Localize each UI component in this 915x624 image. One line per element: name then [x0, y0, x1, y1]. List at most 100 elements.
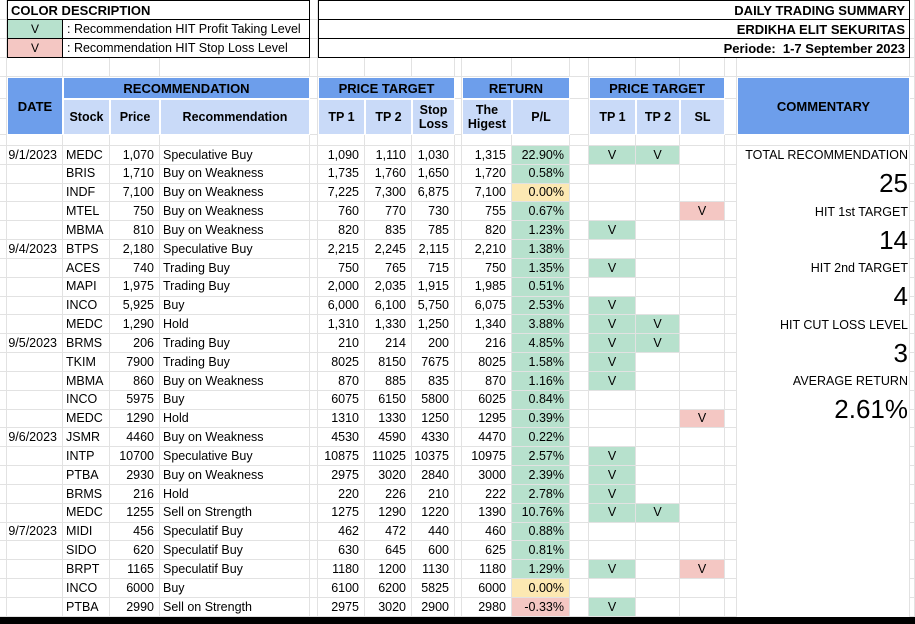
stock-cell[interactable]: MBMA: [63, 221, 110, 241]
hit-tp2-cell[interactable]: [636, 164, 680, 184]
hit-tp2-cell[interactable]: [636, 258, 680, 278]
highest-cell[interactable]: 755: [462, 202, 512, 222]
hit-sl-cell[interactable]: [680, 164, 725, 184]
date-cell[interactable]: [7, 258, 63, 278]
stock-cell[interactable]: MEDC: [63, 315, 110, 335]
hit-sl-cell[interactable]: V: [680, 409, 725, 429]
hit-sl-cell[interactable]: [680, 484, 725, 504]
header-the-higest[interactable]: The Higest: [462, 99, 512, 135]
highest-cell[interactable]: 10975: [462, 447, 512, 467]
highest-cell[interactable]: 222: [462, 484, 512, 504]
highest-cell[interactable]: 1,720: [462, 164, 512, 184]
hit-tp1-cell[interactable]: [589, 541, 636, 561]
pl-cell[interactable]: 22.90%: [512, 146, 570, 165]
hit-sl-cell[interactable]: V: [680, 560, 725, 580]
legend-stoploss-label[interactable]: : Recommendation HIT Stop Loss Level: [63, 39, 310, 58]
price-cell[interactable]: 1290: [110, 409, 160, 429]
header-hit-group[interactable]: PRICE TARGET: [589, 77, 725, 99]
stop-loss-cell[interactable]: 2900: [412, 597, 455, 617]
date-cell[interactable]: 9/1/2023: [7, 146, 63, 165]
stop-loss-cell[interactable]: 2840: [412, 466, 455, 485]
stop-loss-cell[interactable]: 5825: [412, 579, 455, 598]
hit-tp2-cell[interactable]: [636, 202, 680, 222]
stop-loss-cell[interactable]: 1130: [412, 560, 455, 580]
price-cell[interactable]: 620: [110, 541, 160, 561]
highest-cell[interactable]: 1,985: [462, 277, 512, 297]
recommendation-cell[interactable]: Trading Buy: [160, 258, 310, 278]
pl-cell[interactable]: 0.81%: [512, 541, 570, 561]
pl-cell[interactable]: 1.23%: [512, 221, 570, 241]
stock-cell[interactable]: MIDI: [63, 522, 110, 542]
summary-hit1-label[interactable]: HIT 1st TARGET: [814, 204, 908, 219]
recommendation-cell[interactable]: Trading Buy: [160, 277, 310, 297]
recommendation-cell[interactable]: Buy on Weakness: [160, 371, 310, 391]
hit-tp1-cell[interactable]: V: [589, 466, 636, 485]
stock-cell[interactable]: ACES: [63, 258, 110, 278]
header-stop-loss[interactable]: Stop Loss: [412, 99, 455, 135]
tp2-cell[interactable]: 2,245: [365, 240, 412, 259]
tp2-cell[interactable]: 1330: [365, 409, 412, 429]
hit-sl-cell[interactable]: [680, 146, 725, 165]
stop-loss-cell[interactable]: 200: [412, 334, 455, 354]
price-cell[interactable]: 860: [110, 371, 160, 391]
hit-sl-cell[interactable]: [680, 258, 725, 278]
pl-cell[interactable]: 0.22%: [512, 428, 570, 448]
hit-tp2-cell[interactable]: [636, 183, 680, 203]
hit-sl-cell[interactable]: [680, 541, 725, 561]
hit-sl-cell[interactable]: V: [680, 202, 725, 222]
pl-cell[interactable]: 0.67%: [512, 202, 570, 222]
stock-cell[interactable]: INCO: [63, 390, 110, 410]
hit-tp2-cell[interactable]: V: [636, 146, 680, 165]
hit-sl-cell[interactable]: [680, 522, 725, 542]
hit-sl-cell[interactable]: [680, 353, 725, 372]
pl-cell[interactable]: 10.76%: [512, 503, 570, 523]
price-cell[interactable]: 5,925: [110, 296, 160, 316]
stop-loss-cell[interactable]: 7675: [412, 353, 455, 372]
tp2-cell[interactable]: 6,100: [365, 296, 412, 316]
tp2-cell[interactable]: 6150: [365, 390, 412, 410]
tp2-cell[interactable]: 214: [365, 334, 412, 354]
highest-cell[interactable]: 4470: [462, 428, 512, 448]
recommendation-cell[interactable]: Speculatif Buy: [160, 541, 310, 561]
date-cell[interactable]: [7, 484, 63, 504]
recommendation-cell[interactable]: Speculatif Buy: [160, 522, 310, 542]
tp2-cell[interactable]: 885: [365, 371, 412, 391]
price-cell[interactable]: 810: [110, 221, 160, 241]
recommendation-cell[interactable]: Speculative Buy: [160, 146, 310, 165]
hit-tp2-cell[interactable]: V: [636, 334, 680, 354]
pl-cell[interactable]: 0.84%: [512, 390, 570, 410]
tp1-cell[interactable]: 8025: [318, 353, 365, 372]
summary-total-label[interactable]: TOTAL RECOMMENDATION: [745, 148, 908, 163]
recommendation-cell[interactable]: Buy: [160, 579, 310, 598]
tp2-cell[interactable]: 11025: [365, 447, 412, 467]
header-return-group[interactable]: RETURN: [462, 77, 570, 99]
hit-sl-cell[interactable]: [680, 503, 725, 523]
stock-cell[interactable]: BRMS: [63, 484, 110, 504]
hit-tp1-cell[interactable]: [589, 164, 636, 184]
price-cell[interactable]: 1255: [110, 503, 160, 523]
highest-cell[interactable]: 750: [462, 258, 512, 278]
hit-tp1-cell[interactable]: V: [589, 296, 636, 316]
tp1-cell[interactable]: 7,225: [318, 183, 365, 203]
tp2-cell[interactable]: 1,330: [365, 315, 412, 335]
hit-tp1-cell[interactable]: [589, 202, 636, 222]
header-hit-tp2[interactable]: TP 2: [636, 99, 680, 135]
tp1-cell[interactable]: 210: [318, 334, 365, 354]
price-cell[interactable]: 1,975: [110, 277, 160, 297]
stop-loss-cell[interactable]: 715: [412, 258, 455, 278]
stop-loss-cell[interactable]: 1,915: [412, 277, 455, 297]
hit-tp2-cell[interactable]: [636, 466, 680, 485]
hit-tp1-cell[interactable]: V: [589, 334, 636, 354]
hit-sl-cell[interactable]: [680, 466, 725, 485]
pl-cell[interactable]: 0.00%: [512, 579, 570, 598]
header-recommendation[interactable]: Recommendation: [160, 99, 310, 135]
hit-sl-cell[interactable]: [680, 240, 725, 259]
tp2-cell[interactable]: 472: [365, 522, 412, 542]
tp1-cell[interactable]: 6075: [318, 390, 365, 410]
price-cell[interactable]: 2990: [110, 597, 160, 617]
highest-cell[interactable]: 7,100: [462, 183, 512, 203]
pl-cell[interactable]: -0.33%: [512, 597, 570, 617]
tp2-cell[interactable]: 1200: [365, 560, 412, 580]
tp1-cell[interactable]: 630: [318, 541, 365, 561]
date-cell[interactable]: 9/5/2023: [7, 334, 63, 354]
